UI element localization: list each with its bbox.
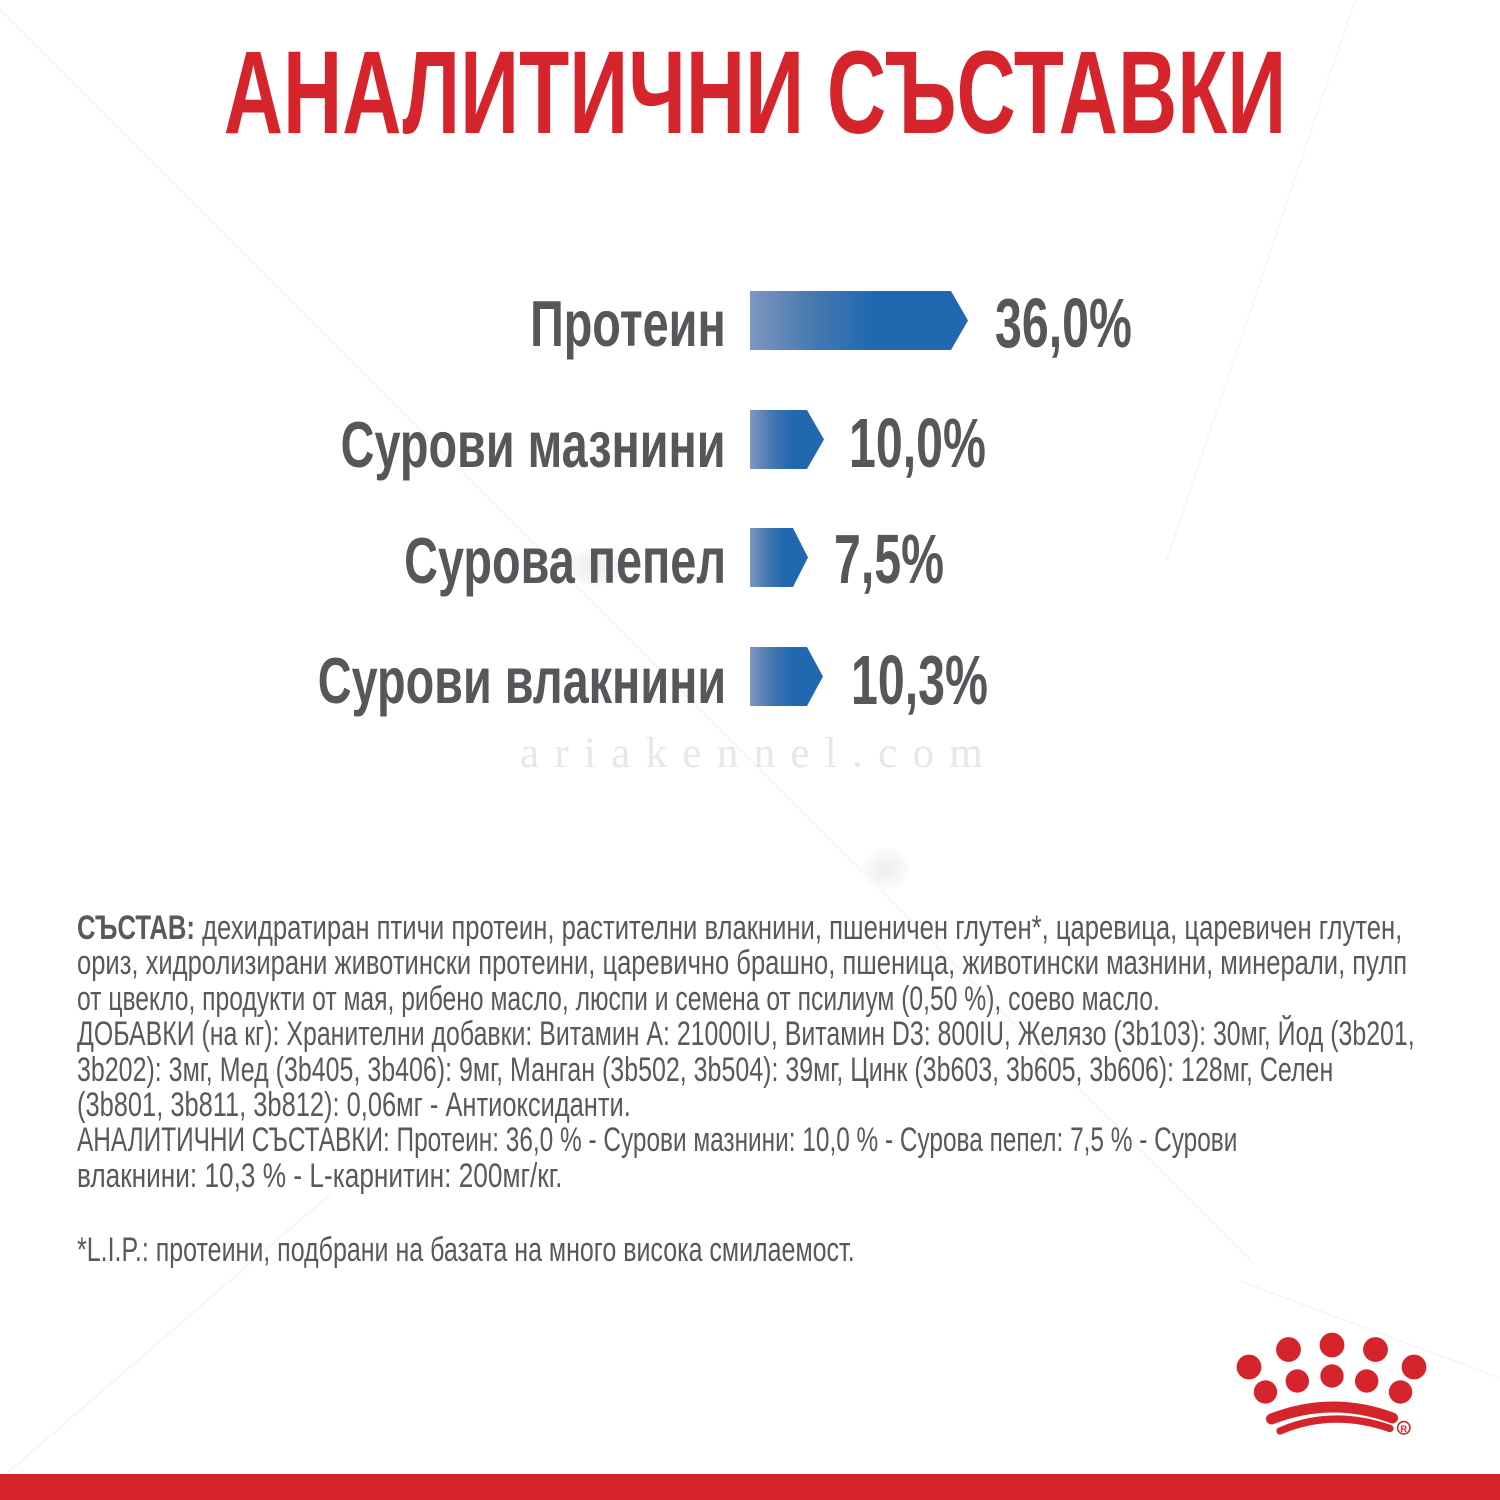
svg-text:R: R [1401,1424,1408,1434]
